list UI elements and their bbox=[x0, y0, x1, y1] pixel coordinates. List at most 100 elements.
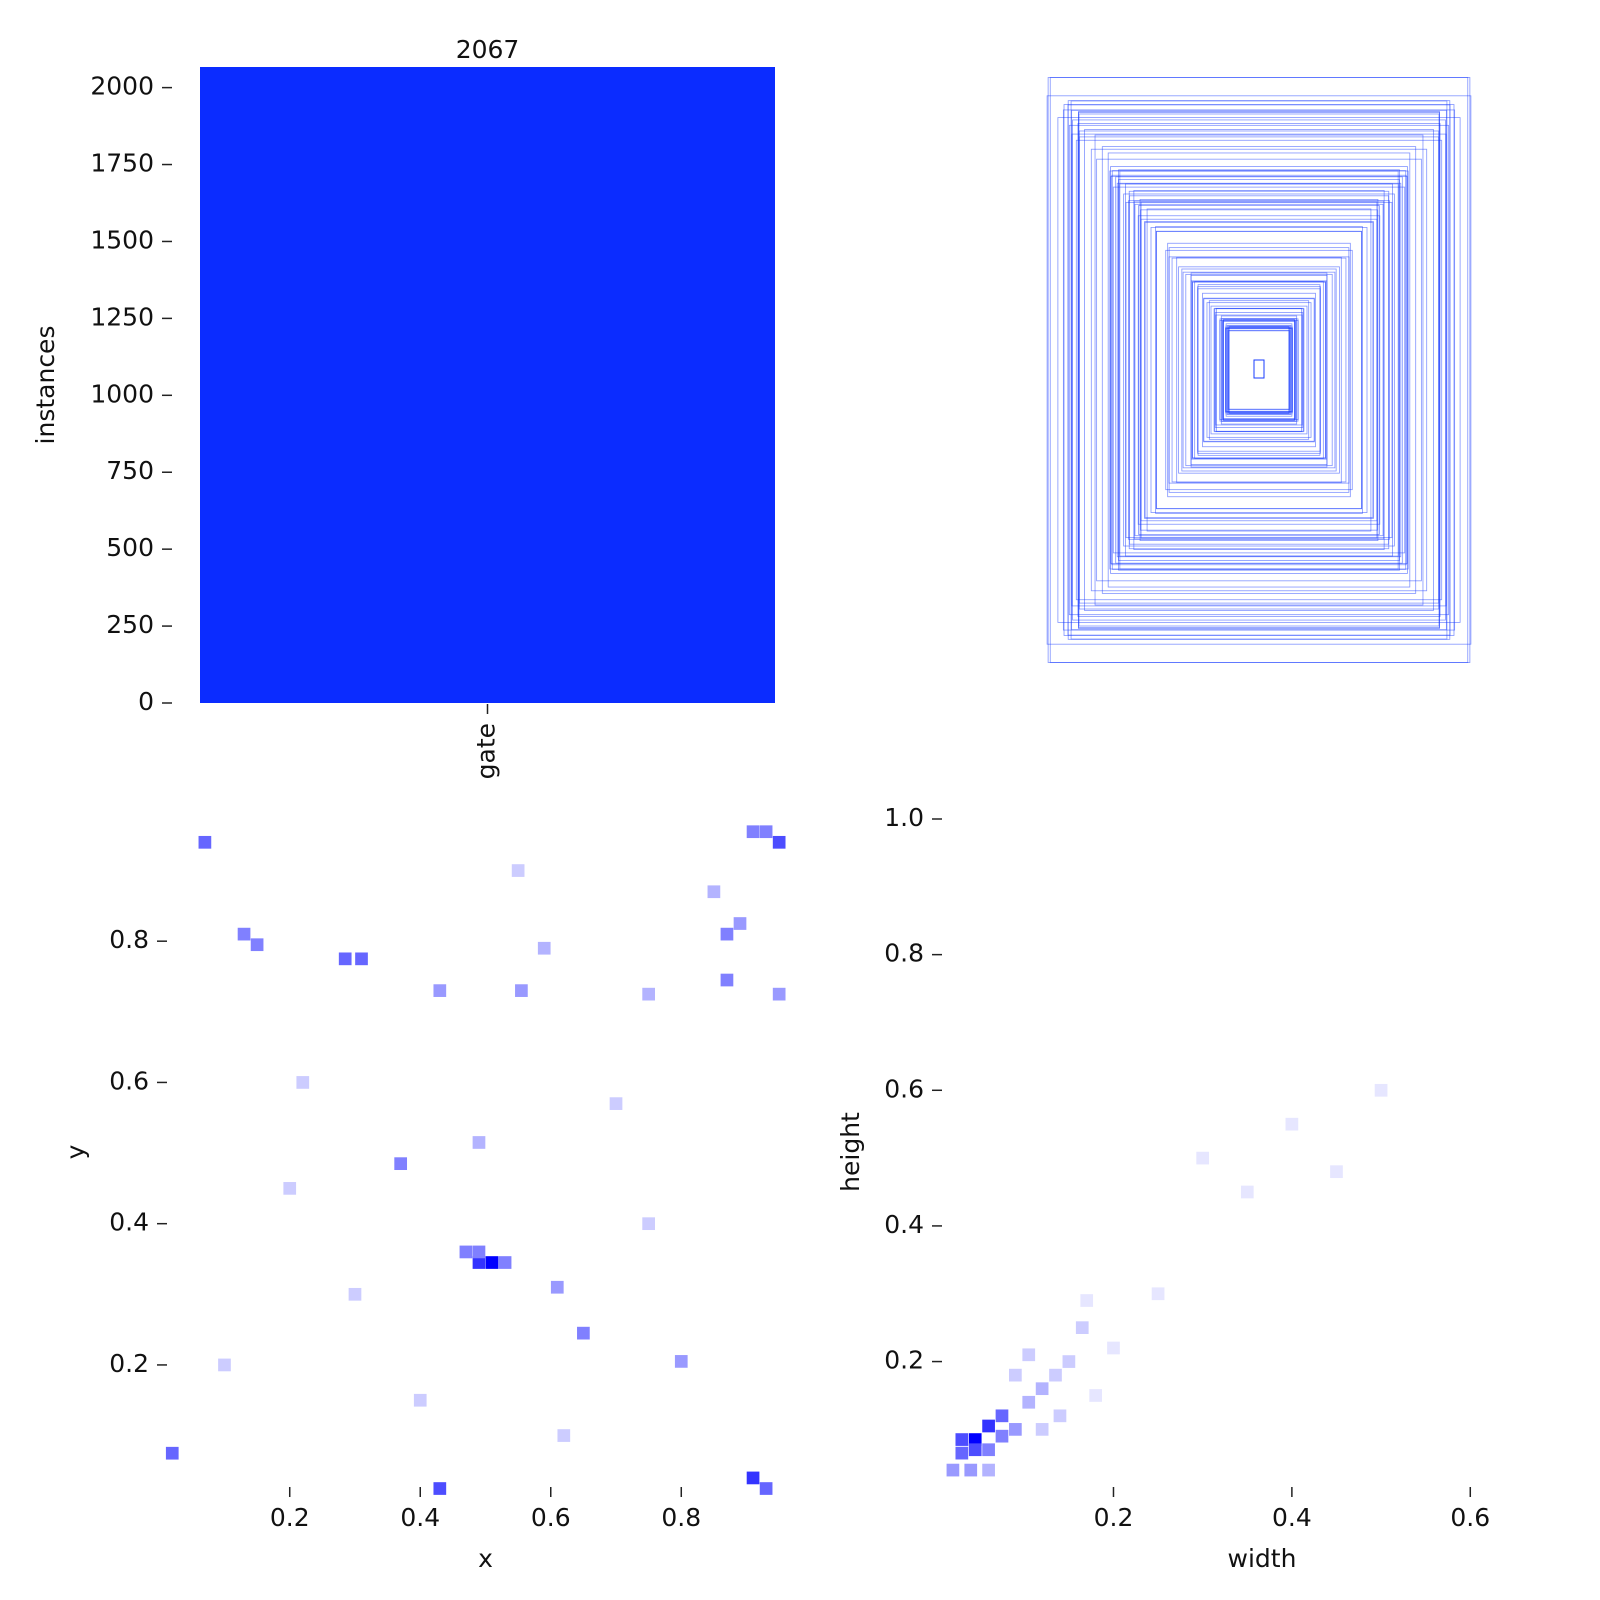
box-outline bbox=[1194, 281, 1324, 459]
y-tick-label: 0.6 bbox=[884, 1074, 924, 1103]
heat-cell bbox=[1080, 1294, 1094, 1307]
heat-cell bbox=[1009, 1423, 1022, 1436]
heat-cell bbox=[1240, 1185, 1254, 1199]
box-outline bbox=[1178, 266, 1340, 474]
bar bbox=[200, 67, 775, 703]
box-outline bbox=[1223, 318, 1295, 422]
heat-cell bbox=[338, 952, 352, 966]
box-outline bbox=[1111, 174, 1407, 566]
heat-cell bbox=[459, 1245, 473, 1259]
box-outline bbox=[1176, 256, 1342, 484]
box-outline bbox=[1107, 152, 1411, 588]
heat-cell bbox=[772, 835, 786, 849]
heat-cell bbox=[982, 1463, 995, 1477]
box-outline bbox=[1213, 308, 1305, 432]
heat-cell bbox=[964, 1463, 978, 1477]
box-outline bbox=[1094, 134, 1424, 606]
box-outline bbox=[1227, 330, 1291, 410]
heat-cell bbox=[218, 1358, 231, 1372]
y-tick-label: 0.2 bbox=[884, 1346, 924, 1375]
x-tick-label: 0.4 bbox=[400, 1503, 440, 1532]
heat-cell bbox=[511, 864, 525, 877]
heat-cell bbox=[1089, 1389, 1102, 1402]
box-outline bbox=[1118, 169, 1400, 571]
box-outline bbox=[1096, 158, 1422, 582]
y-tick-label: 2000 bbox=[90, 72, 154, 101]
heat-cell bbox=[283, 1182, 297, 1195]
heat-cell bbox=[1107, 1341, 1120, 1355]
heat-cell bbox=[433, 1482, 447, 1495]
heat-cell bbox=[642, 987, 655, 1001]
box-outline bbox=[1197, 288, 1321, 452]
heat-cell bbox=[485, 1256, 499, 1269]
y-axis-label: instances bbox=[31, 326, 60, 445]
x-tick-label: 0.2 bbox=[1094, 1503, 1134, 1532]
box-outline bbox=[1222, 321, 1296, 419]
heat-cell bbox=[759, 825, 773, 839]
y-tick-label: 1250 bbox=[90, 302, 154, 331]
heat-cell bbox=[355, 952, 368, 966]
box-outline bbox=[1214, 307, 1304, 433]
y-tick-label: 250 bbox=[106, 610, 154, 639]
box-outline bbox=[1078, 130, 1440, 610]
heat-cell bbox=[955, 1446, 969, 1460]
box-outline bbox=[1214, 312, 1304, 428]
box-outline bbox=[1133, 190, 1385, 550]
heat-cell bbox=[707, 885, 721, 899]
y-tick-label: 0.4 bbox=[109, 1208, 149, 1237]
heat-cell bbox=[296, 1076, 310, 1089]
y-axis-label: y bbox=[61, 1144, 90, 1159]
box-outline bbox=[1140, 209, 1378, 531]
heat-cell bbox=[1035, 1423, 1049, 1436]
box-outline bbox=[1253, 359, 1265, 379]
box-outline bbox=[1165, 249, 1353, 491]
box-outline bbox=[1071, 109, 1447, 631]
y-tick-label: 0.6 bbox=[109, 1066, 149, 1095]
y-tick-label: 0.2 bbox=[109, 1349, 149, 1378]
box-outline bbox=[1206, 302, 1312, 438]
heat-cell bbox=[772, 987, 786, 1001]
heat-cell bbox=[982, 1419, 995, 1433]
box-outline bbox=[1057, 117, 1461, 623]
box-outline bbox=[1202, 292, 1316, 448]
box-outline bbox=[1168, 247, 1350, 493]
heat-cell bbox=[1330, 1165, 1343, 1179]
box-outline bbox=[1181, 268, 1337, 472]
x-axis-label: x bbox=[478, 1544, 493, 1573]
heat-cell bbox=[1035, 1382, 1049, 1396]
heat-cell bbox=[237, 927, 251, 941]
y-tick-label: 0.4 bbox=[884, 1210, 924, 1239]
box-outline bbox=[1112, 186, 1406, 554]
heat-cell bbox=[720, 973, 734, 987]
heat-cell bbox=[557, 1429, 571, 1442]
box-outline bbox=[1133, 200, 1385, 540]
heat-cell bbox=[968, 1443, 982, 1457]
heat-cell bbox=[515, 984, 528, 997]
heat-cell bbox=[982, 1443, 995, 1457]
box-outline bbox=[1190, 272, 1328, 468]
box-outline bbox=[1101, 146, 1417, 594]
box-outline bbox=[1210, 305, 1308, 435]
box-overlay bbox=[1046, 77, 1472, 663]
box-outline bbox=[1144, 221, 1374, 519]
box-outline bbox=[1146, 208, 1372, 532]
box-outline bbox=[1116, 182, 1402, 558]
heat-cell bbox=[413, 1393, 427, 1407]
heat-cell bbox=[250, 938, 264, 952]
box-outline bbox=[1144, 221, 1374, 519]
heat-cell bbox=[577, 1326, 590, 1340]
heat-cell bbox=[642, 1217, 655, 1231]
heat-cell bbox=[1075, 1321, 1089, 1335]
box-outline bbox=[1049, 77, 1469, 663]
heat-cell bbox=[550, 1280, 564, 1294]
y-tick-label: 1750 bbox=[90, 149, 154, 178]
box-outline bbox=[1119, 170, 1399, 570]
box-outline bbox=[1220, 315, 1298, 425]
heat-cell bbox=[720, 927, 734, 941]
y-tick-label: 0.8 bbox=[884, 939, 924, 968]
heat-cell bbox=[1151, 1287, 1165, 1301]
y-tick-label: 0 bbox=[138, 687, 154, 716]
heat-cell bbox=[1049, 1368, 1062, 1382]
box-outline bbox=[1078, 111, 1440, 629]
